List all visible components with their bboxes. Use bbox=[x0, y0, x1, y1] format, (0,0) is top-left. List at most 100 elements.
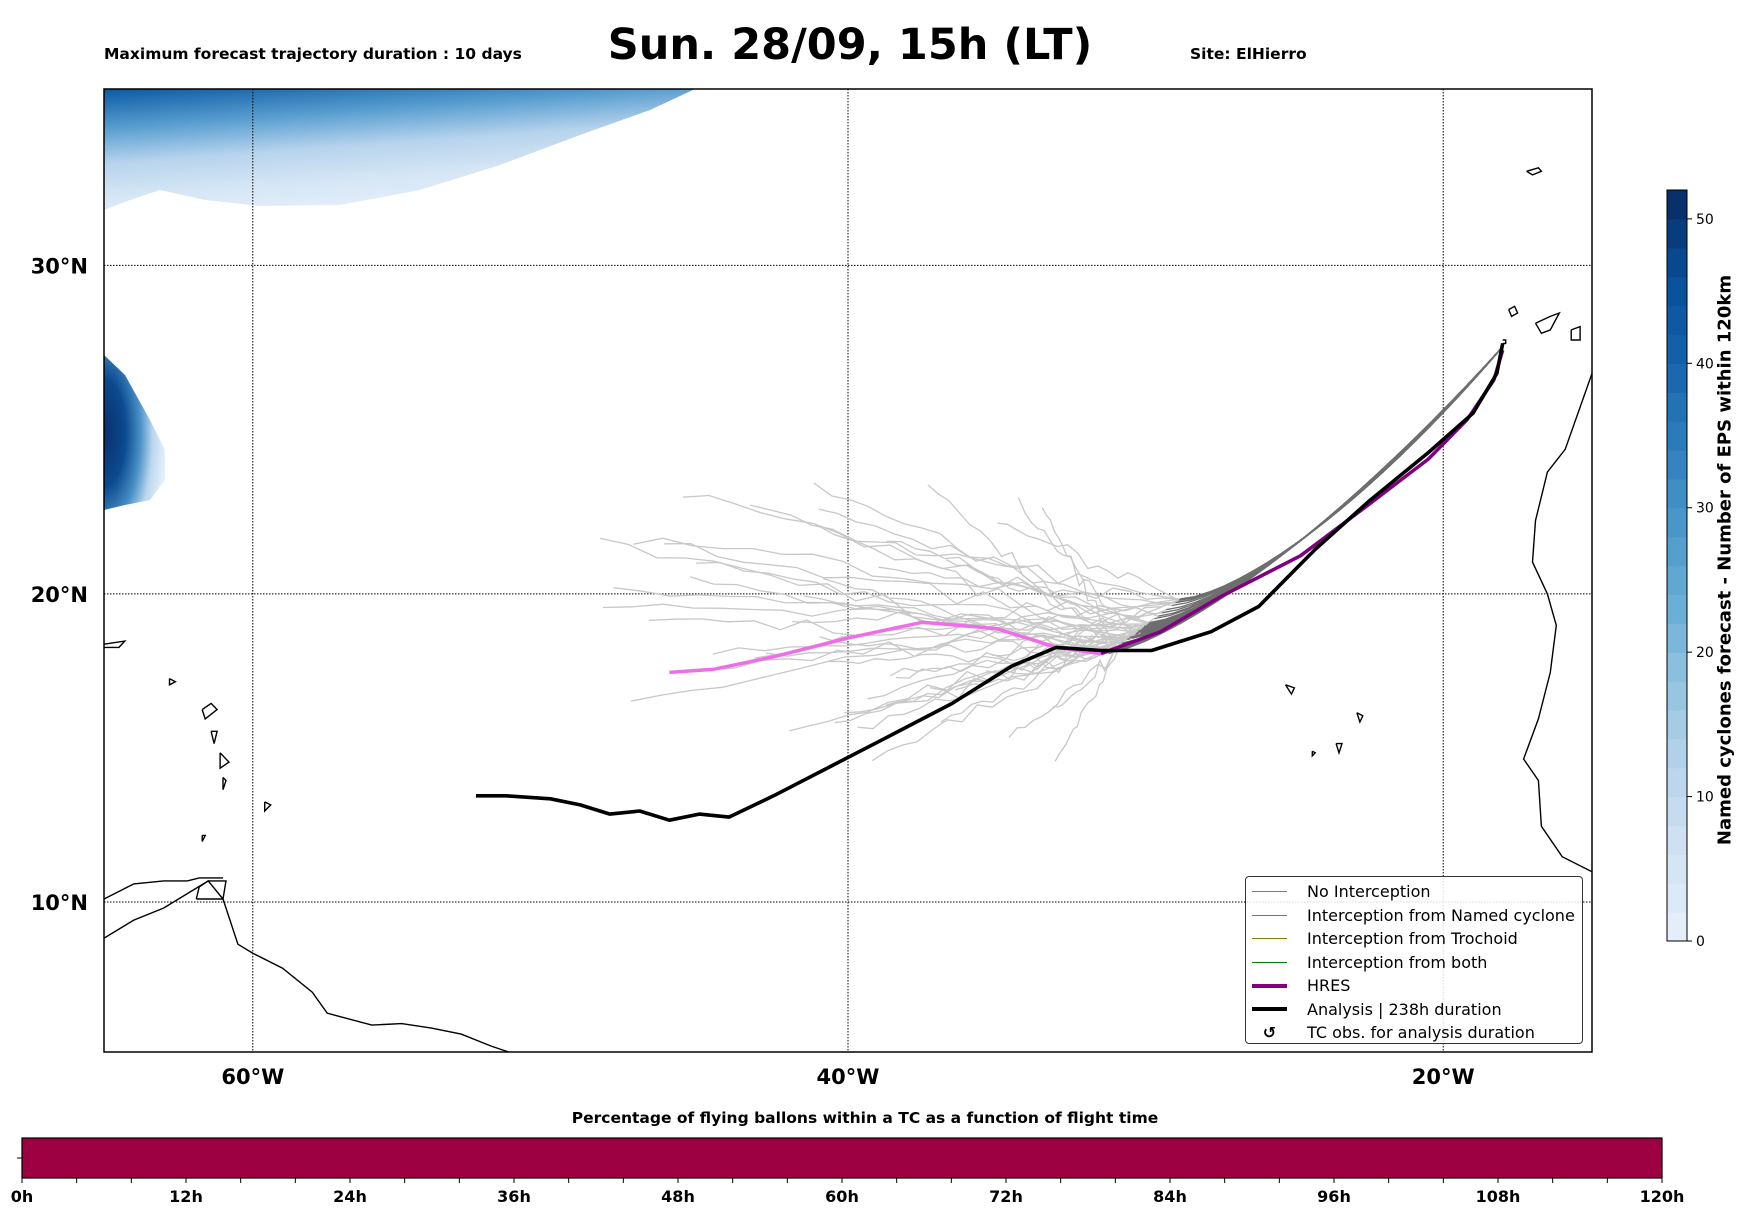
legend-line-swatch bbox=[1252, 914, 1287, 916]
legend-label: Interception from Named cyclone bbox=[1307, 905, 1575, 925]
eps-member-far bbox=[814, 523, 1180, 600]
legend-item: HRES bbox=[1246, 974, 1582, 998]
map-frame bbox=[103, 88, 1593, 1053]
page-title: Sun. 28/09, 15h (LT) bbox=[607, 20, 1093, 70]
eps-member-far bbox=[630, 598, 1181, 702]
legend-line-icon bbox=[1252, 961, 1287, 963]
legend-item: No Interception bbox=[1246, 880, 1582, 904]
coastline bbox=[168, 677, 177, 686]
analysis-track bbox=[476, 343, 1505, 822]
coastline bbox=[195, 880, 227, 900]
legend-label: Analysis | 238h duration bbox=[1307, 999, 1502, 1019]
bottom-tick-label: 36h bbox=[497, 1187, 531, 1206]
colorbar-segment bbox=[1667, 190, 1687, 220]
legend-item: Interception from Named cyclone bbox=[1246, 904, 1582, 928]
colorbar-segment bbox=[1667, 854, 1687, 884]
coastline bbox=[1526, 167, 1543, 176]
bottom-tick-label: 96h bbox=[1317, 1187, 1351, 1206]
eps-member-far bbox=[823, 577, 1118, 648]
eps-member-far bbox=[632, 537, 1172, 607]
legend-line-icon bbox=[1252, 983, 1287, 988]
colorbar-tick-label: 30 bbox=[1696, 501, 1714, 517]
coastline bbox=[104, 877, 223, 900]
colorbar-segment bbox=[1667, 912, 1687, 942]
eps-member-far bbox=[664, 542, 1143, 629]
lon-tick-label: 20°W bbox=[1412, 1065, 1475, 1089]
legend-line-icon bbox=[1252, 914, 1287, 916]
legend-line-swatch bbox=[1252, 1007, 1287, 1012]
eps-member-far bbox=[1041, 507, 1118, 648]
bottom-tick-label: 12h bbox=[169, 1187, 203, 1206]
colorbar-segment bbox=[1667, 652, 1687, 682]
colorbar-segment bbox=[1667, 392, 1687, 422]
eps-member-far bbox=[712, 601, 1176, 655]
colorbar-segment bbox=[1667, 738, 1687, 769]
eps-member-far bbox=[889, 630, 1138, 677]
legend-label: HRES bbox=[1307, 976, 1351, 996]
legend-line-swatch bbox=[1252, 983, 1287, 988]
colorbar-segment bbox=[1667, 681, 1687, 711]
legend-label: Interception from Trochoid bbox=[1307, 929, 1518, 949]
coastline bbox=[201, 702, 219, 721]
axis-tick-labels: 60°W 40°W 20°W 30°N 20°N 10°N bbox=[31, 254, 1475, 1089]
coastline bbox=[222, 776, 227, 790]
coastline bbox=[1284, 684, 1296, 696]
header-site: Site: ElHierro bbox=[1190, 45, 1307, 63]
colorbar-segment bbox=[1667, 536, 1687, 567]
colorbar-segment bbox=[1667, 507, 1687, 538]
colorbar-segment bbox=[1667, 247, 1687, 278]
legend-line-icon bbox=[1252, 891, 1287, 893]
legend-item: Interception from both bbox=[1246, 951, 1582, 975]
legend-line-swatch bbox=[1252, 961, 1287, 963]
colorbar-segment bbox=[1667, 709, 1687, 740]
coastline bbox=[104, 640, 127, 649]
bottom-tick-label: 0h bbox=[11, 1187, 34, 1206]
eps-member-far bbox=[696, 561, 1130, 639]
colorbar-segment bbox=[1667, 334, 1687, 364]
eps-trajectories bbox=[600, 346, 1504, 762]
coastline bbox=[104, 879, 509, 1052]
colorbar-tick-label: 40 bbox=[1696, 356, 1714, 372]
colorbar-tick-label: 0 bbox=[1696, 934, 1705, 950]
colorbar-frame bbox=[1666, 189, 1688, 942]
coastline bbox=[1522, 373, 1592, 873]
coastline bbox=[1534, 311, 1561, 335]
bottom-bar-title: Percentage of flying ballons within a TC… bbox=[571, 1109, 1159, 1127]
coastline bbox=[1508, 305, 1519, 318]
legend-item: Analysis | 238h duration bbox=[1246, 998, 1582, 1022]
coastline bbox=[1335, 742, 1343, 756]
eps-member-far bbox=[813, 482, 1139, 632]
cyclone-field-north-band bbox=[104, 89, 695, 210]
bottom-tick-label: 48h bbox=[661, 1187, 695, 1206]
tc-obs-icon: ↺ bbox=[1252, 1023, 1287, 1042]
bottom-tick-label: 72h bbox=[989, 1187, 1023, 1206]
colorbar-segment bbox=[1667, 594, 1687, 624]
eps-member-far bbox=[803, 595, 1137, 633]
bottom-tick-label: 120h bbox=[1640, 1187, 1685, 1206]
lat-tick-label: 30°N bbox=[31, 254, 88, 278]
bottom-tick-label: 108h bbox=[1476, 1187, 1521, 1206]
eps-member-far bbox=[1017, 497, 1135, 635]
eps-member-far bbox=[895, 636, 1131, 679]
hres-track-far bbox=[669, 620, 1102, 675]
colorbar-segment bbox=[1667, 218, 1687, 249]
cyclone-field-layer bbox=[104, 89, 695, 510]
colorbar-segment bbox=[1667, 276, 1687, 307]
bottom-tick-label: 84h bbox=[1153, 1187, 1187, 1206]
colorbar-segment bbox=[1667, 883, 1687, 913]
coastline bbox=[1311, 750, 1317, 758]
legend: No Interception Interception from Named c… bbox=[1245, 876, 1583, 1044]
coastline bbox=[219, 752, 231, 770]
eps-member-far bbox=[834, 649, 1114, 724]
lon-tick-label: 40°W bbox=[817, 1065, 880, 1089]
coastlines bbox=[104, 167, 1592, 1052]
cyclone-field-west-core bbox=[104, 355, 165, 510]
coastline bbox=[1502, 339, 1507, 345]
coastline bbox=[264, 801, 272, 813]
bottom-tick-label: 60h bbox=[825, 1187, 859, 1206]
flight-time-percentage-bar bbox=[21, 1137, 1663, 1179]
colorbar-tick-label: 20 bbox=[1696, 645, 1714, 661]
colorbar: 0 10 20 30 40 50 bbox=[1666, 189, 1714, 950]
eps-member-far bbox=[997, 522, 1179, 601]
colorbar-label: Named cyclones forecast - Number of EPS … bbox=[1714, 274, 1736, 846]
